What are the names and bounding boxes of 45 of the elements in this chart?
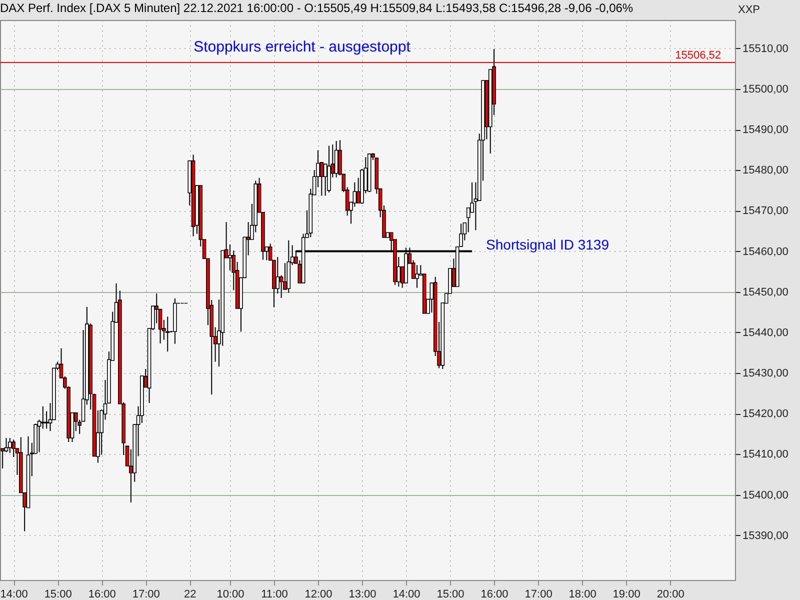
candlestick <box>334 140 338 178</box>
series-label: Shortsignal ID 3139 <box>486 236 610 252</box>
y-tick-label: 15450,00 <box>742 286 788 298</box>
x-tick-label: 13:00 <box>348 588 376 600</box>
y-tick-label: 15430,00 <box>742 368 788 380</box>
candlestick <box>166 316 170 352</box>
x-tick-label: 17:00 <box>132 588 160 600</box>
y-tick-label: 15400,00 <box>742 489 788 502</box>
candlestick <box>352 182 357 208</box>
x-tick-label: 17:00 <box>524 588 552 600</box>
x-tick-label: 14:00 <box>392 588 420 600</box>
x-tick-label: 16:00 <box>480 588 508 600</box>
y-tick-label: 15500,00 <box>742 83 788 96</box>
x-tick-label: 10:00 <box>216 588 244 600</box>
x-tick-label: 20:00 <box>656 588 684 600</box>
x-tick-label: 19:00 <box>612 588 640 600</box>
chart-title: DAX Perf. Index [.DAX 5 Minuten] 22.12.2021 16:00:00 - O:15505,49 H:15509,84 L:15493,58 C:15496,28 -9,06 -0,06% <box>0 1 634 15</box>
candlestick <box>8 437 12 454</box>
candlestick <box>44 410 48 430</box>
x-tick-label: 15:00 <box>44 588 72 600</box>
candlestick <box>0 448 4 469</box>
x-tick-label: 15:00 <box>436 588 464 600</box>
text: XXP <box>738 4 760 16</box>
candlestick <box>4 437 8 453</box>
ref-line-label: 15506,52 <box>675 50 721 62</box>
y-tick-label: 15510,00 <box>742 42 788 55</box>
x-tick-label: 18:00 <box>568 588 596 600</box>
y-tick-label: 15480,00 <box>742 164 788 177</box>
candlestick <box>41 406 45 430</box>
y-tick-label: 15460,00 <box>742 246 788 258</box>
y-tick-label: 15490,00 <box>742 124 788 136</box>
y-tick-label: 15420,00 <box>742 408 788 420</box>
candlestick <box>415 264 419 288</box>
x-tick-label: 14:00 <box>0 588 28 600</box>
candlestick <box>276 256 280 294</box>
y-tick-label: 15470,00 <box>742 205 788 218</box>
candlestick <box>12 439 16 458</box>
y-tick-label: 15440,00 <box>742 326 788 339</box>
x-tick-label: 11:00 <box>261 588 288 600</box>
annotation: Stoppkurs erreicht - ausgestoppt <box>194 38 412 56</box>
x-tick-label: 22 <box>184 588 196 600</box>
y-tick-label: 15390,00 <box>742 530 788 542</box>
x-tick-label: 16:00 <box>88 588 116 600</box>
y-tick-label: 15410,00 <box>742 448 788 461</box>
x-tick-label: 12:00 <box>304 588 332 600</box>
